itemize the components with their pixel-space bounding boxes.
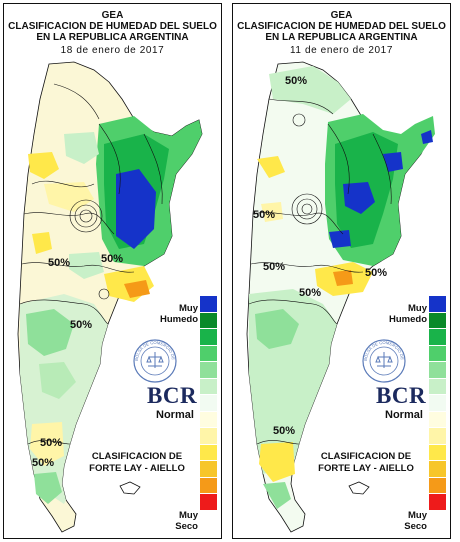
classification-caption: CLASIFICACION DE FORTE LAY - AIELLO (318, 451, 414, 474)
panel-title-line3: EN LA REPUBLICA ARGENTINA (36, 32, 189, 43)
legend-swatch (429, 444, 446, 461)
bcr-logo: BCR (376, 383, 427, 408)
legend-swatch (429, 296, 446, 313)
legend-swatch (429, 494, 446, 511)
legend-swatch (200, 444, 217, 461)
moisture-legend (429, 296, 446, 511)
legend-swatch (200, 312, 217, 329)
classification-caption: CLASIFICACION DE FORTE LAY - AIELLO (89, 451, 185, 474)
legend-swatch (200, 428, 217, 445)
contour-label: 50% (253, 209, 275, 221)
legend-swatch (200, 378, 217, 395)
legend-swatch (429, 329, 446, 346)
legend-label-very-dry: Muy Seco (404, 510, 427, 532)
panel-title-line2: CLASIFICACION DE HUMEDAD DEL SUELO (8, 21, 217, 32)
legend-swatch (200, 494, 217, 511)
legend-swatch (429, 428, 446, 445)
legend-swatch (429, 411, 446, 428)
contour-label: 50% (285, 75, 307, 87)
panel-title-line3: EN LA REPUBLICA ARGENTINA (265, 32, 418, 43)
panel-title-line1: GEA (330, 10, 353, 21)
legend-swatch (200, 362, 217, 379)
contour-labels: 50% 50% 50% 50% 50% (32, 253, 123, 469)
soil-moisture-map-panel-right: GEA CLASIFICACION DE HUMEDAD DEL SUELO E… (232, 3, 451, 539)
soil-moisture-map-panel-left: GEA CLASIFICACION DE HUMEDAD DEL SUELO E… (3, 3, 222, 539)
contour-label: 50% (40, 437, 62, 449)
contour-label: 50% (101, 253, 123, 265)
legend-swatch (429, 461, 446, 478)
legend-swatch (429, 378, 446, 395)
legend-swatch (429, 395, 446, 412)
argentina-soil-moisture-map: 50% 50% 50% 50% 50% 50% (246, 61, 435, 533)
panel-date: 18 de enero de 2017 (60, 45, 165, 56)
islas-malvinas (119, 481, 141, 495)
argentina-soil-moisture-map: 50% 50% 50% 50% 50% (17, 61, 203, 533)
bcr-logo: BCR (147, 383, 198, 408)
islas-malvinas (348, 481, 370, 495)
legend-swatch (429, 345, 446, 362)
legend-swatch (200, 329, 217, 346)
contour-label: 50% (263, 261, 285, 273)
bolsa-comercio-seal: BOLSA DE COMERCIO DE ROSARIO (361, 338, 406, 383)
legend-swatch (200, 411, 217, 428)
legend-label-very-humid: Muy Humedo (160, 303, 198, 325)
legend-label-very-humid: Muy Humedo (389, 303, 427, 325)
contour-label: 50% (32, 457, 54, 469)
legend-label-normal: Normal (385, 409, 423, 421)
bolsa-comercio-seal: BOLSA DE COMERCIO DE ROSARIO (132, 338, 177, 383)
legend-swatch (429, 312, 446, 329)
legend-swatch (200, 461, 217, 478)
legend-label-very-dry: Muy Seco (175, 510, 198, 532)
legend-swatch (200, 395, 217, 412)
panel-title-line2: CLASIFICACION DE HUMEDAD DEL SUELO (237, 21, 446, 32)
contour-label: 50% (365, 267, 387, 279)
legend-swatch (200, 296, 217, 313)
contour-label: 50% (70, 319, 92, 331)
legend-label-normal: Normal (156, 409, 194, 421)
contour-label: 50% (299, 287, 321, 299)
legend-swatch (429, 477, 446, 494)
legend-swatch (429, 362, 446, 379)
contour-label: 50% (48, 257, 70, 269)
contour-labels: 50% 50% 50% 50% 50% 50% (253, 75, 387, 437)
panel-date: 11 de enero de 2017 (290, 45, 393, 56)
panel-title-line1: GEA (101, 10, 124, 21)
legend-swatch (200, 345, 217, 362)
moisture-legend (200, 296, 217, 511)
legend-swatch (200, 477, 217, 494)
contour-label: 50% (273, 425, 295, 437)
